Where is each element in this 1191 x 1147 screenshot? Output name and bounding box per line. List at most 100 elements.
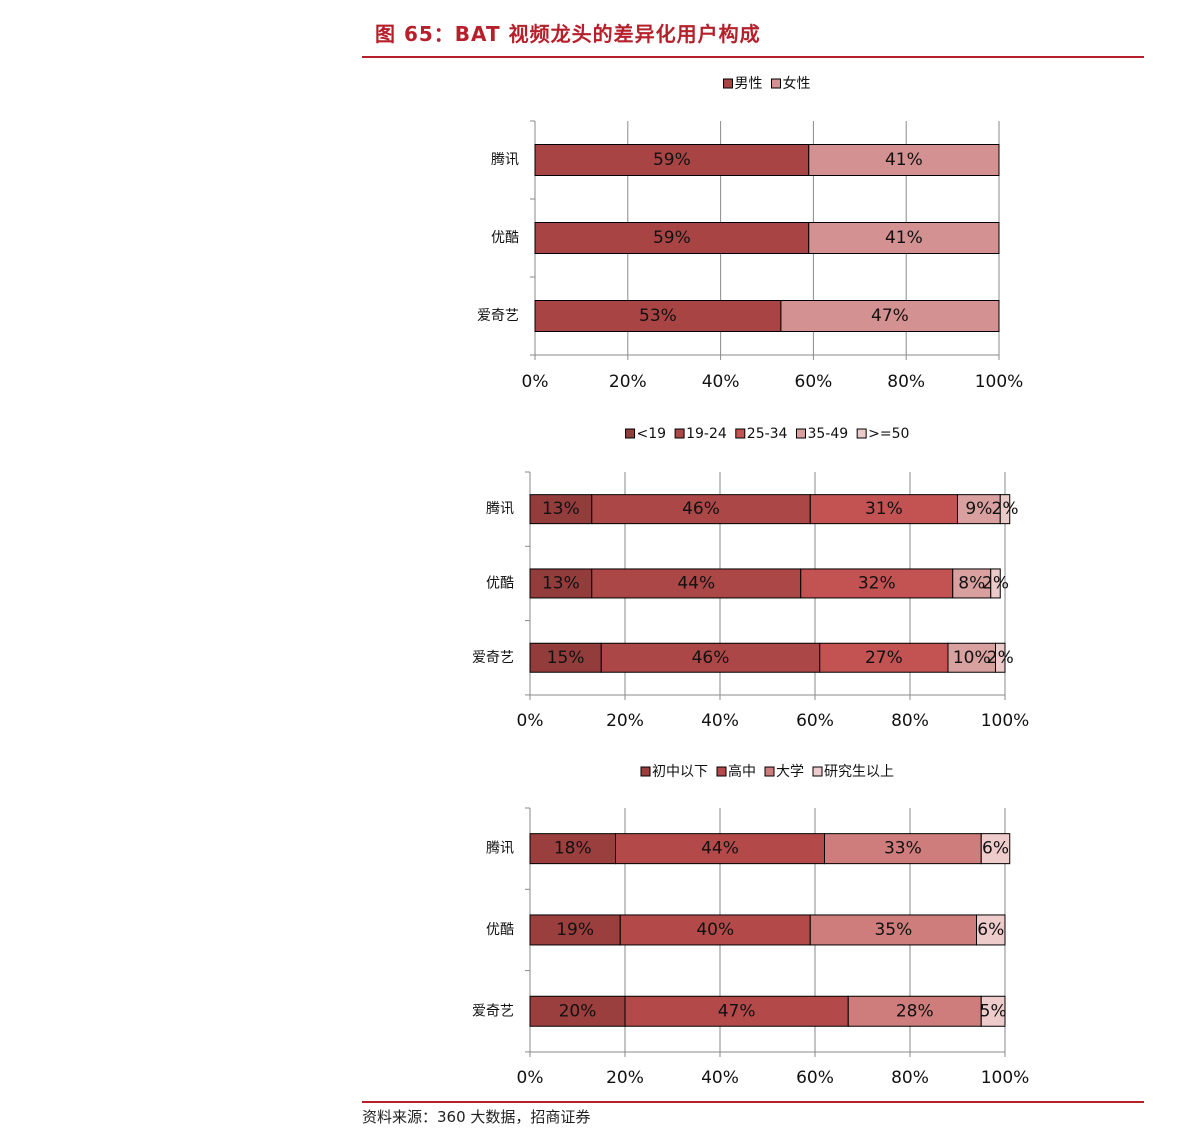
legend-swatch [716,766,727,777]
legend-swatch [795,428,806,439]
data-label: 46% [682,499,720,519]
bar-segment [529,833,616,865]
data-label: 28% [896,1001,934,1021]
data-label: 20% [559,1001,597,1021]
legend-swatch [674,428,685,439]
data-label: 33% [884,839,922,859]
legend-swatch [856,428,867,439]
x-tick-label: 40% [701,1068,739,1088]
legend-label: 男性 [735,76,763,92]
data-label: 59% [653,228,691,248]
bar-segment [995,642,1006,673]
bar-segment [534,222,810,254]
data-label: 27% [865,648,903,668]
category-label: 腾讯 [491,151,519,168]
figure-title: 图 65：BAT 视频龙头的差异化用户构成 [375,22,761,46]
source-note: 资料来源：360 大数据，招商证券 [362,1108,591,1126]
legend-label: >=50 [868,426,909,442]
bar-segment [615,833,825,865]
bar-segment [976,914,1006,946]
data-label: 6% [982,839,1009,859]
legend-swatch [723,78,733,89]
bar-segment [824,833,982,865]
x-tick-label: 60% [795,372,833,392]
data-label: 9% [965,499,992,519]
x-tick-label: 100% [975,372,1024,392]
data-label: 2% [987,648,1014,668]
x-tick-label: 0% [517,711,544,731]
bar-segment [980,833,1011,865]
x-tick-label: 60% [796,1068,834,1088]
legend-label: 女性 [783,75,811,92]
data-label: 41% [885,228,923,248]
bar-segment [800,568,954,599]
x-tick-label: 20% [609,372,647,392]
bar-segment [534,144,810,176]
bar-segment [529,914,621,946]
data-label: 31% [865,499,903,519]
bar-segment [957,494,1001,525]
category-label: 腾讯 [486,840,514,857]
x-tick-label: 80% [891,711,929,731]
bar-segment [990,568,1001,599]
x-tick-label: 60% [796,711,834,731]
bar-segment [809,914,977,946]
x-tick-label: 40% [701,711,739,731]
data-label: 10% [953,648,991,668]
legend-swatch [764,766,775,777]
x-tick-label: 100% [981,711,1030,731]
legend-label: 高中 [728,763,756,780]
bar-segment [591,494,811,525]
data-label: 44% [701,839,739,859]
x-tick-label: 80% [887,372,925,392]
legend-label: <19 [637,426,667,442]
bar-segment [808,222,1000,254]
bar-segment [529,568,593,599]
legend-swatch [735,428,746,439]
data-label: 15% [547,648,585,668]
bar-segment [808,144,1000,176]
x-tick-label: 40% [702,372,740,392]
legend-swatch [771,78,781,89]
bar-segment [591,568,802,599]
bar-segment [619,914,811,946]
category-label: 优酷 [486,922,514,938]
data-label: 41% [885,150,923,170]
bar-segment [947,642,996,673]
bar-segment [952,568,992,599]
category-label: 优酷 [486,575,514,591]
bar-segment [999,494,1011,525]
data-label: 6% [977,920,1004,940]
data-label: 53% [639,306,677,326]
bar-segment [534,300,782,332]
x-tick-label: 0% [517,1068,544,1088]
data-label: 2% [992,499,1019,519]
data-label: 47% [871,306,909,326]
title-rule [362,56,1144,58]
bar-segment [529,995,626,1027]
data-label: 47% [718,1001,756,1021]
data-label: 35% [874,920,912,940]
legend-label: 25-34 [747,426,788,442]
bar-segment [980,995,1006,1027]
bottom-rule [362,1101,1144,1103]
legend-label: 初中以下 [652,763,708,780]
bar-segment [809,494,958,525]
x-tick-label: 0% [522,372,549,392]
data-label: 44% [677,573,715,593]
data-label: 13% [542,573,580,593]
legend-label: 35-49 [807,426,848,442]
category-label: 爱奇艺 [472,649,514,666]
data-label: 18% [554,839,592,859]
category-label: 爱奇艺 [472,1002,514,1019]
x-tick-label: 20% [606,711,644,731]
bar-segment [624,995,849,1027]
data-label: 8% [958,573,985,593]
bar-segment [780,300,1000,332]
category-label: 爱奇艺 [477,307,519,324]
x-tick-label: 80% [891,1068,929,1088]
data-label: 59% [653,150,691,170]
